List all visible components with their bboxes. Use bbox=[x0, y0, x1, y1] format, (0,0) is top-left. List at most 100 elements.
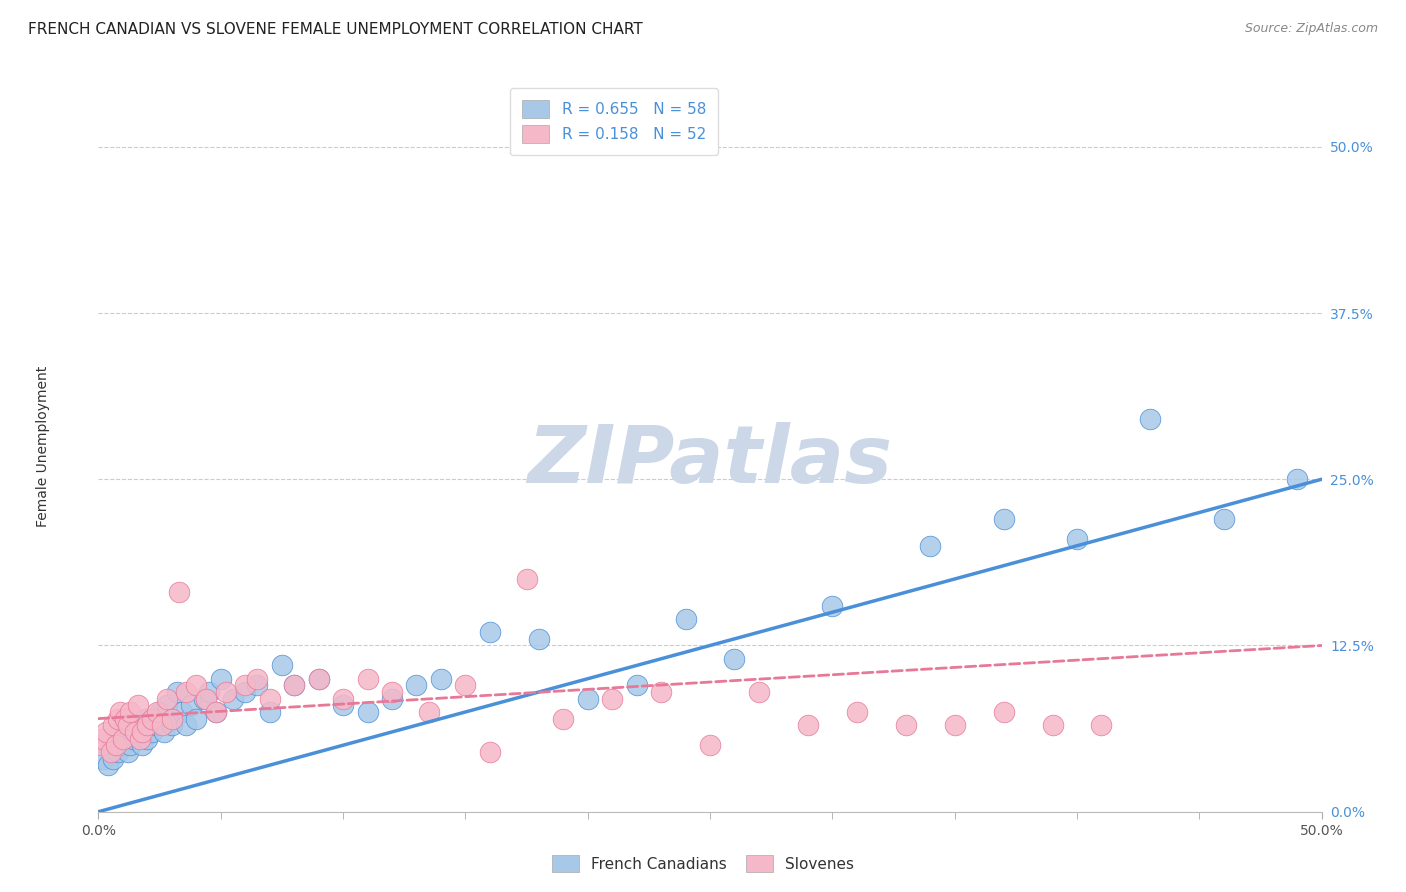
Point bbox=[90, 738, 112, 752]
Point bbox=[101, 718, 124, 732]
Point bbox=[233, 678, 256, 692]
Point bbox=[195, 691, 218, 706]
Point bbox=[131, 738, 153, 752]
Point bbox=[166, 685, 188, 699]
Point bbox=[1042, 718, 1064, 732]
Point bbox=[120, 705, 142, 719]
Point bbox=[259, 691, 281, 706]
Point bbox=[283, 678, 305, 692]
Point bbox=[821, 599, 844, 613]
Point bbox=[515, 572, 537, 586]
Point bbox=[186, 712, 208, 726]
Point bbox=[626, 678, 648, 692]
Point bbox=[156, 691, 179, 706]
Point bbox=[94, 725, 117, 739]
Legend: French Canadians, Slovenes: French Canadians, Slovenes bbox=[544, 847, 862, 880]
Point bbox=[114, 712, 136, 726]
Point bbox=[356, 672, 378, 686]
Point bbox=[91, 751, 114, 765]
Point bbox=[270, 658, 294, 673]
Y-axis label: Female Unemployment: Female Unemployment bbox=[35, 366, 49, 526]
Point bbox=[478, 625, 501, 640]
Point bbox=[600, 691, 623, 706]
Point bbox=[150, 718, 173, 732]
Point bbox=[114, 731, 136, 746]
Point bbox=[405, 678, 427, 692]
Point bbox=[797, 718, 820, 732]
Text: ZIPatlas: ZIPatlas bbox=[527, 422, 893, 500]
Point bbox=[381, 691, 404, 706]
Point bbox=[120, 738, 142, 752]
Point bbox=[107, 745, 129, 759]
Point bbox=[134, 712, 156, 726]
Point bbox=[381, 685, 404, 699]
Point bbox=[111, 738, 134, 752]
Point bbox=[308, 672, 330, 686]
Point bbox=[1090, 718, 1112, 732]
Point bbox=[920, 539, 942, 553]
Point bbox=[136, 718, 159, 732]
Point bbox=[205, 705, 228, 719]
Point bbox=[170, 705, 193, 719]
Point bbox=[1286, 472, 1309, 486]
Point bbox=[97, 758, 120, 772]
Point bbox=[121, 731, 143, 746]
Point bbox=[1139, 412, 1161, 426]
Point bbox=[180, 698, 202, 713]
Point bbox=[127, 718, 149, 732]
Point bbox=[149, 705, 172, 719]
Point bbox=[993, 705, 1015, 719]
Point bbox=[124, 725, 146, 739]
Point bbox=[356, 705, 378, 719]
Point bbox=[650, 685, 672, 699]
Point bbox=[193, 691, 215, 706]
Point bbox=[205, 705, 228, 719]
Point bbox=[993, 512, 1015, 526]
Point bbox=[101, 751, 124, 765]
Point bbox=[110, 725, 132, 739]
Text: Source: ZipAtlas.com: Source: ZipAtlas.com bbox=[1244, 22, 1378, 36]
Point bbox=[110, 705, 132, 719]
Point bbox=[117, 718, 139, 732]
Legend: R = 0.655   N = 58, R = 0.158   N = 52: R = 0.655 N = 58, R = 0.158 N = 52 bbox=[510, 88, 718, 155]
Point bbox=[176, 685, 198, 699]
Point bbox=[186, 678, 208, 692]
Point bbox=[943, 718, 966, 732]
Point bbox=[222, 691, 245, 706]
Point bbox=[146, 705, 169, 719]
Point bbox=[107, 712, 129, 726]
Point bbox=[104, 738, 127, 752]
Point bbox=[117, 745, 139, 759]
Point bbox=[197, 685, 219, 699]
Point bbox=[675, 612, 697, 626]
Point bbox=[91, 731, 114, 746]
Point bbox=[160, 718, 183, 732]
Point bbox=[176, 718, 198, 732]
Point bbox=[143, 718, 166, 732]
Point bbox=[209, 672, 232, 686]
Point bbox=[527, 632, 550, 646]
Point bbox=[1212, 512, 1234, 526]
Point bbox=[214, 685, 236, 699]
Point bbox=[553, 712, 575, 726]
Point bbox=[131, 725, 153, 739]
Point bbox=[111, 731, 134, 746]
Point bbox=[845, 705, 868, 719]
Point bbox=[156, 698, 179, 713]
Point bbox=[430, 672, 453, 686]
Point bbox=[259, 705, 281, 719]
Point bbox=[283, 678, 305, 692]
Point bbox=[454, 678, 477, 692]
Point bbox=[160, 712, 183, 726]
Point bbox=[141, 725, 163, 739]
Point bbox=[308, 672, 330, 686]
Point bbox=[100, 745, 122, 759]
Point bbox=[246, 672, 269, 686]
Point bbox=[894, 718, 917, 732]
Point bbox=[1066, 532, 1088, 546]
Point bbox=[124, 725, 146, 739]
Point bbox=[146, 712, 169, 726]
Point bbox=[418, 705, 440, 719]
Point bbox=[233, 685, 256, 699]
Point bbox=[136, 731, 159, 746]
